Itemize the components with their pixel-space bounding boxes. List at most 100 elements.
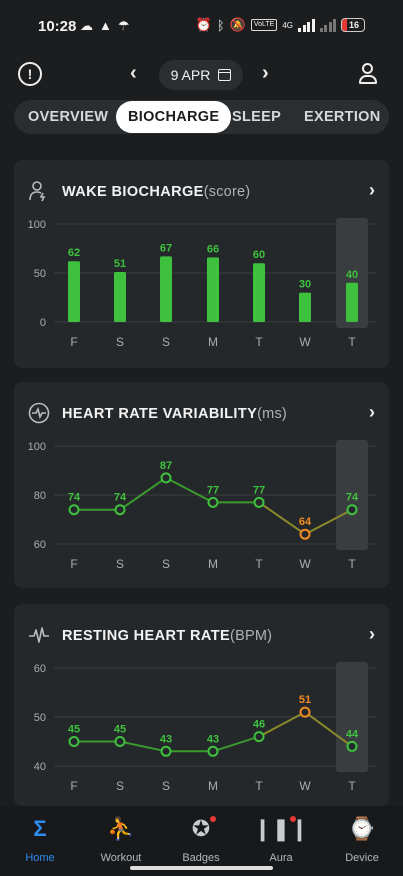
chevron-right-icon[interactable]: › [369, 402, 375, 422]
data-point [160, 745, 172, 757]
data-point [299, 706, 311, 718]
x-tick-label: T [348, 779, 356, 793]
point-value-label: 45 [68, 724, 80, 736]
alarm-icon: ⏰ [195, 17, 212, 32]
badges-notification-dot [210, 816, 216, 822]
point-value-label: 46 [253, 719, 265, 731]
y-tick-label: 100 [28, 219, 46, 231]
y-tick-label: 50 [34, 712, 46, 724]
chevron-right-icon[interactable]: › [369, 180, 375, 200]
data-point [160, 472, 172, 484]
bottom-nav: Σ Home ⛹ Workout ✪ Badges ❙❚❙ Aura ⌚ Dev… [0, 806, 403, 876]
point-value-label: 43 [160, 733, 172, 745]
point-value-label: 77 [207, 484, 219, 496]
home-indicator[interactable] [130, 866, 273, 870]
x-tick-label: M [208, 779, 218, 793]
data-point [253, 731, 265, 743]
top-nav: ! ‹ 9 APR › [0, 58, 403, 92]
bar [299, 292, 311, 322]
x-tick-label: W [299, 779, 311, 793]
calendar-icon [218, 69, 232, 81]
aura-icon: ❙❚❙ [253, 816, 309, 841]
bluetooth-icon: ᛒ [216, 17, 225, 33]
next-day-chevron-icon[interactable]: › [262, 62, 269, 84]
data-point [114, 504, 126, 516]
biocharge-card[interactable]: WAKE BIOCHARGE(score) › 0 50 100 F S S M T W T 62 5… [14, 160, 389, 368]
profile-icon[interactable] [356, 62, 380, 86]
bar-value-label: 30 [299, 279, 311, 291]
biocharge-card-header[interactable]: WAKE BIOCHARGE(score) › [14, 178, 389, 206]
heartbeat-circle-icon [28, 402, 50, 424]
x-tick-label: M [208, 335, 218, 349]
prev-day-chevron-icon[interactable]: ‹ [130, 62, 137, 84]
x-tick-label: F [70, 557, 77, 571]
point-value-label: 74 [114, 492, 127, 504]
chevron-right-icon[interactable]: › [369, 624, 375, 644]
point-value-label: 43 [207, 733, 219, 745]
series-line-segment [165, 476, 214, 504]
nav-device-label: Device [345, 852, 379, 864]
home-sigma-icon: Σ [33, 816, 47, 841]
bar-value-label: 66 [207, 243, 219, 255]
pulse-wave-icon [29, 627, 49, 643]
x-tick-label: T [255, 557, 263, 571]
data-point [253, 496, 265, 508]
x-tick-label: T [255, 779, 263, 793]
data-point [114, 736, 126, 747]
series-line-segment [258, 501, 306, 536]
nav-home[interactable]: Σ Home [5, 816, 75, 864]
y-tick-label: 60 [34, 663, 46, 675]
tab-exertion[interactable]: EXERTION [304, 109, 381, 125]
y-tick-label: 100 [28, 441, 46, 453]
badge-medal-icon: ✪ [166, 816, 236, 842]
point-value-label: 44 [346, 728, 359, 740]
person-charge-icon [29, 181, 46, 202]
nav-workout-label: Workout [100, 852, 142, 864]
y-tick-label: 80 [34, 490, 46, 502]
x-tick-label: F [70, 335, 77, 349]
nav-aura[interactable]: ❙❚❙ Aura [246, 816, 316, 864]
status-bar: 10:28 ☁ ▲ ☂ ⏰ ᛒ 🔕 VoLTE 4G 16 [0, 0, 403, 54]
alert-icon[interactable]: ! [18, 62, 42, 86]
volte-icon: VoLTE [250, 19, 278, 31]
series-line-segment [119, 740, 167, 753]
status-time: 10:28 [38, 18, 77, 35]
data-point [68, 736, 80, 747]
series-line-segment [304, 508, 353, 536]
x-tick-label: S [116, 335, 124, 349]
bar-value-label: 62 [68, 247, 80, 259]
series-line-segment [212, 735, 260, 753]
data-point [299, 528, 311, 540]
nav-workout[interactable]: ⛹ Workout [86, 816, 156, 864]
point-value-label: 74 [346, 492, 359, 504]
current-date: 9 APR [170, 67, 211, 83]
date-picker-button[interactable]: 9 APR [159, 60, 243, 90]
rhr-card-header[interactable]: RESTING HEART RATE(BPM) › [14, 622, 389, 650]
umbrella-icon: ☂ [117, 18, 130, 33]
rhr-card[interactable]: RESTING HEART RATE(BPM) › 40 50 60 F S S M T W T 4… [14, 604, 389, 806]
battery-icon: 16 [341, 18, 365, 32]
y-tick-label: 50 [34, 268, 46, 280]
tab-sleep[interactable]: SLEEP [232, 109, 282, 125]
battery-level: 16 [349, 20, 360, 30]
tab-overview[interactable]: OVERVIEW [28, 109, 109, 125]
x-tick-label: S [162, 335, 170, 349]
hrv-card[interactable]: HEART RATE VARIABILITY(ms) › 60 80 100 F S S M… [14, 382, 389, 588]
y-tick-label: 60 [34, 539, 46, 551]
hrv-card-title: HEART RATE VARIABILITY(ms) [62, 406, 287, 422]
hrv-card-header[interactable]: HEART RATE VARIABILITY(ms) › [14, 400, 389, 428]
bar-value-label: 51 [114, 258, 126, 270]
x-tick-label: W [299, 557, 311, 571]
x-tick-label: S [162, 557, 170, 571]
nav-device[interactable]: ⌚ Device [327, 816, 397, 864]
x-tick-label: S [116, 779, 124, 793]
point-value-label: 45 [114, 724, 126, 736]
signal-secondary-icon [319, 18, 336, 32]
point-value-label: 77 [253, 484, 265, 496]
data-point [346, 740, 358, 752]
data-point [68, 504, 80, 516]
bar [207, 257, 219, 322]
nav-home-label: Home [25, 852, 55, 864]
tab-biocharge[interactable]: BIOCHARGE [116, 101, 232, 133]
nav-badges[interactable]: ✪ Badges [166, 816, 236, 864]
